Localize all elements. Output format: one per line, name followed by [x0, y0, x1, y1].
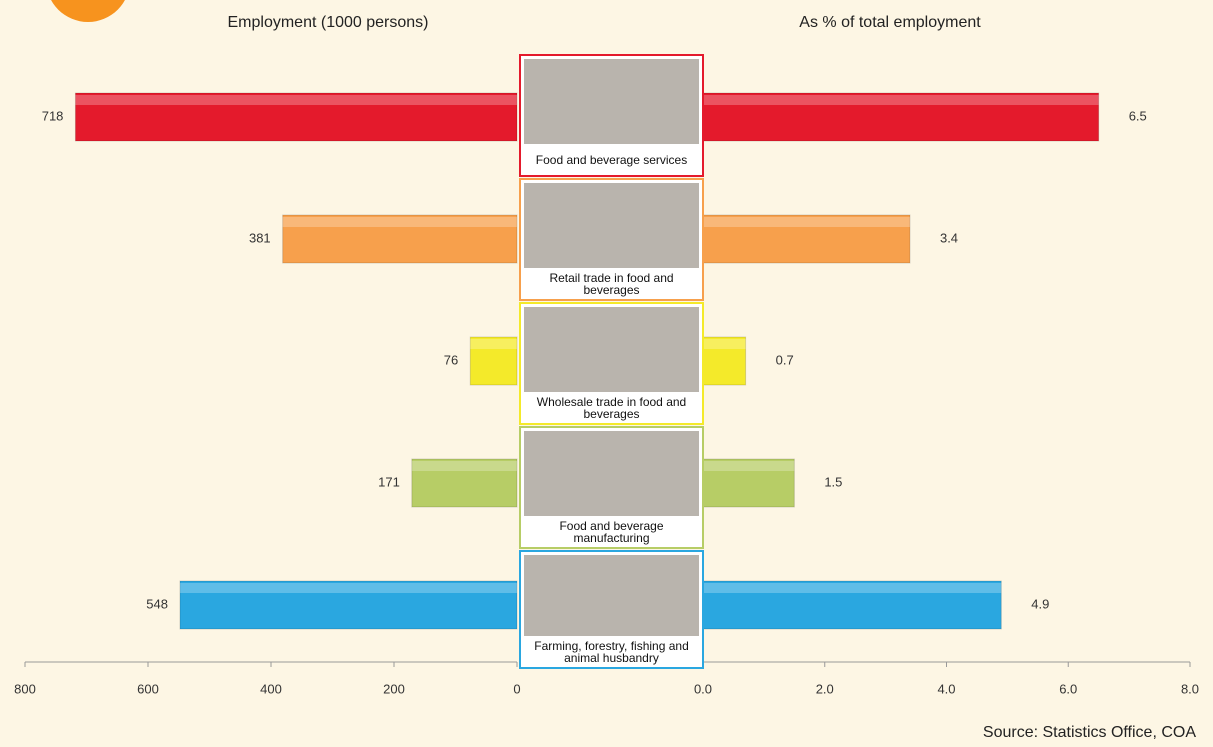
left-title: Employment (1000 persons): [228, 14, 429, 31]
photo: [524, 307, 699, 392]
value-label: 6.5: [1129, 108, 1147, 123]
bar: [179, 580, 518, 630]
value-label: 171: [378, 474, 400, 489]
bar-highlight: [282, 217, 517, 227]
bar-highlight: [411, 461, 517, 471]
value-label: 76: [444, 352, 458, 367]
category-label: Food and beverage services: [535, 153, 688, 167]
x-tick-label: 0.0: [694, 681, 712, 696]
category-label: Farming, forestry, fishing and animal hu…: [534, 639, 689, 665]
x-tick-label: 400: [260, 681, 282, 696]
x-tick-label: 2.0: [816, 681, 834, 696]
value-label: 381: [249, 230, 271, 245]
bar-highlight: [179, 583, 518, 593]
value-label: 1.5: [824, 474, 842, 489]
category-label: Retail trade in food and beverages: [549, 271, 674, 297]
x-tick-label: 6.0: [1059, 681, 1077, 696]
x-tick-label: 200: [383, 681, 405, 696]
bar: [702, 336, 747, 386]
bar: [702, 92, 1100, 142]
value-label: 4.9: [1031, 596, 1049, 611]
x-tick-label: 800: [14, 681, 36, 696]
photo: [524, 59, 699, 144]
bar-highlight: [470, 339, 517, 349]
bar-highlight: [703, 95, 1099, 105]
badge: [51, 0, 125, 22]
category-label: Food and beverage manufacturing: [559, 519, 664, 545]
photo: [524, 183, 699, 268]
value-label: 548: [146, 596, 168, 611]
x-tick-label: 0: [513, 681, 520, 696]
value-label: 718: [42, 108, 64, 123]
source: Source: Statistics Office, COA: [983, 724, 1196, 741]
bar-highlight: [703, 583, 1002, 593]
bar: [702, 580, 1002, 630]
bar: [702, 458, 795, 508]
bar: [282, 214, 518, 264]
category-label: Wholesale trade in food and beverages: [536, 395, 687, 421]
bar: [74, 92, 518, 142]
x-tick-label: 8.0: [1181, 681, 1199, 696]
bar-highlight: [75, 95, 518, 105]
photo: [524, 431, 699, 516]
bar-highlight: [703, 217, 910, 227]
value-label: 3.4: [940, 230, 958, 245]
photo: [524, 555, 699, 636]
bar-highlight: [703, 339, 746, 349]
right-title: As % of total employment: [799, 14, 981, 31]
value-label: 0.7: [776, 352, 794, 367]
bar: [469, 336, 518, 386]
x-tick-label: 4.0: [937, 681, 955, 696]
bar-highlight: [703, 461, 795, 471]
x-tick-label: 600: [137, 681, 159, 696]
bar: [702, 214, 911, 264]
bar: [411, 458, 518, 508]
